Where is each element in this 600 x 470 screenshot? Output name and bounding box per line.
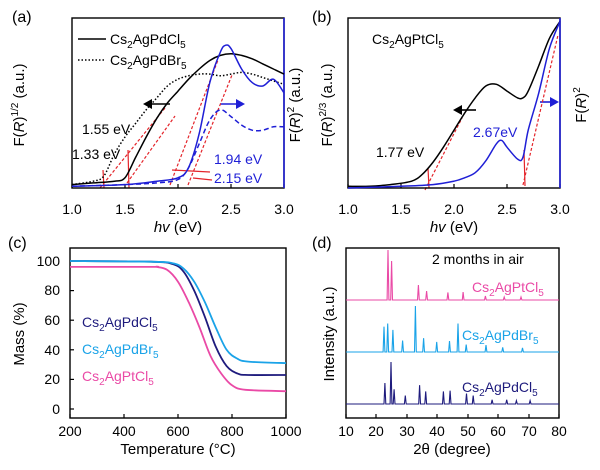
c-xtick-3: 600 (166, 423, 190, 439)
b-arrow-right-head (550, 97, 559, 107)
c-xlabel: Temperature (°C) (120, 441, 235, 458)
d-xtick-4: 40 (429, 423, 445, 439)
a-fit-br5-right (187, 74, 233, 186)
a-series-1 (71, 71, 285, 186)
c-legend-pdbr5: Cs2AgPdBr5 (82, 341, 159, 361)
panel-d: (d) 10 20 30 40 50 60 70 80 2θ (degree) … (312, 235, 567, 458)
a-series-0 (71, 52, 285, 186)
a-ann-133: 1.33 eV (72, 146, 121, 162)
a-marker-194 (171, 169, 211, 173)
d-xtick-2: 20 (368, 423, 384, 439)
a-marker-215 (192, 177, 213, 181)
d-title: 2 months in air (432, 251, 524, 267)
c-ytick-100: 100 (37, 253, 61, 269)
b-xtick-4: 2.5 (497, 201, 517, 217)
a-ann-194: 1.94 eV (214, 151, 263, 167)
b-series-1 (347, 21, 561, 189)
c-xtick-4: 800 (220, 423, 244, 439)
d-xtick-5: 50 (460, 423, 476, 439)
b-xtick-2: 1.5 (391, 201, 411, 217)
a-marker-155 (127, 149, 130, 189)
d-ylabel: Intensity (a.u.) (321, 286, 338, 381)
c-ytick-80: 80 (44, 282, 60, 298)
d-xtick-7: 70 (521, 423, 537, 439)
panel-label-a: (a) (12, 9, 32, 26)
c-ytick-60: 60 (44, 312, 60, 328)
d-pattern-0 (346, 249, 559, 301)
d-pattern-1 (346, 305, 559, 353)
c-legend-pdcl5: Cs2AgPdCl5 (82, 314, 158, 334)
a-xtick-5: 3.0 (274, 201, 294, 217)
d-frame (345, 247, 560, 419)
panel-a: (a) 1.0 1.5 2.0 2.5 3.0 hv (eV) F(R)1/2 … (10, 9, 304, 236)
a-fit-cl5 (126, 115, 176, 184)
b-marker-267 (523, 149, 526, 187)
d-xlabel: 2θ (degree) (413, 441, 491, 458)
c-series-1 (69, 260, 287, 364)
b-xlabel: hv (eV) (430, 219, 478, 236)
d-xtick-3: 30 (399, 423, 415, 439)
panel-label-d: (d) (312, 235, 332, 252)
b-xtick-3: 2.0 (444, 201, 464, 217)
c-xtick-5: 1000 (270, 423, 301, 439)
a-arrow-right-head (236, 99, 245, 109)
panel-c: (c) 200 400 600 800 1000 0 20 40 60 80 1… (8, 235, 302, 458)
b-ann-177: 1.77 eV (376, 144, 425, 160)
a-ylabel-right: F(R)2 (a.u.) (286, 68, 304, 143)
panel-b: (b) 1.0 1.5 2.0 2.5 3.0 hv (eV) F(R)2/3 … (312, 9, 590, 236)
d-pattern-2 (346, 361, 559, 405)
a-ylabel-left: F(R)1/2 (a.u.) (10, 63, 28, 146)
a-legend-cl5: Cs2AgPdCl5 (110, 31, 186, 51)
b-ann-267: 2.67eV (473, 124, 518, 140)
a-xlabel: hv (eV) (154, 219, 202, 236)
a-xtick-4: 2.5 (221, 201, 241, 217)
b-fit-black (424, 117, 463, 191)
b-ylabel-right: F(R)2 (572, 87, 590, 123)
b-fit-blue (522, 34, 559, 186)
c-ytick-40: 40 (44, 342, 60, 358)
a-xtick-2: 1.5 (115, 201, 135, 217)
d-xtick-6: 60 (490, 423, 506, 439)
b-ylabel-left: F(R)2/3 (a.u.) (318, 63, 336, 146)
c-ylabel: Mass (%) (11, 302, 28, 365)
b-title: Cs2AgPtCl5 (372, 31, 444, 51)
a-ann-155: 1.55 eV (82, 121, 131, 137)
d-label-pdbr5: Cs2AgPdBr5 (462, 327, 539, 347)
a-xtick-3: 2.0 (168, 201, 188, 217)
a-series-2 (71, 44, 285, 188)
c-ytick-0: 0 (52, 401, 60, 417)
c-series-2 (69, 265, 287, 393)
b-xtick-5: 3.0 (550, 201, 570, 217)
c-ytick-20: 20 (44, 371, 60, 387)
c-xtick-2: 400 (112, 423, 136, 439)
a-arrow-left-head (143, 99, 152, 109)
b-xtick-1: 1.0 (338, 201, 358, 217)
a-legend-br5: Cs2AgPdBr5 (110, 52, 187, 72)
a-xtick-1: 1.0 (62, 201, 82, 217)
c-legend-ptcl5: Cs2AgPtCl5 (82, 368, 154, 388)
d-xtick-8: 80 (551, 423, 567, 439)
panel-label-b: (b) (312, 9, 332, 26)
c-xtick-1: 200 (58, 423, 82, 439)
d-label-ptcl5: Cs2AgPtCl5 (472, 279, 544, 299)
b-fit-lines (424, 34, 559, 191)
d-xtick-1: 10 (338, 423, 354, 439)
b-arrow-left-head (453, 105, 462, 115)
panel-label-c: (c) (8, 235, 27, 252)
a-ann-215: 2.15 eV (214, 170, 263, 186)
b-series-0 (347, 20, 561, 188)
